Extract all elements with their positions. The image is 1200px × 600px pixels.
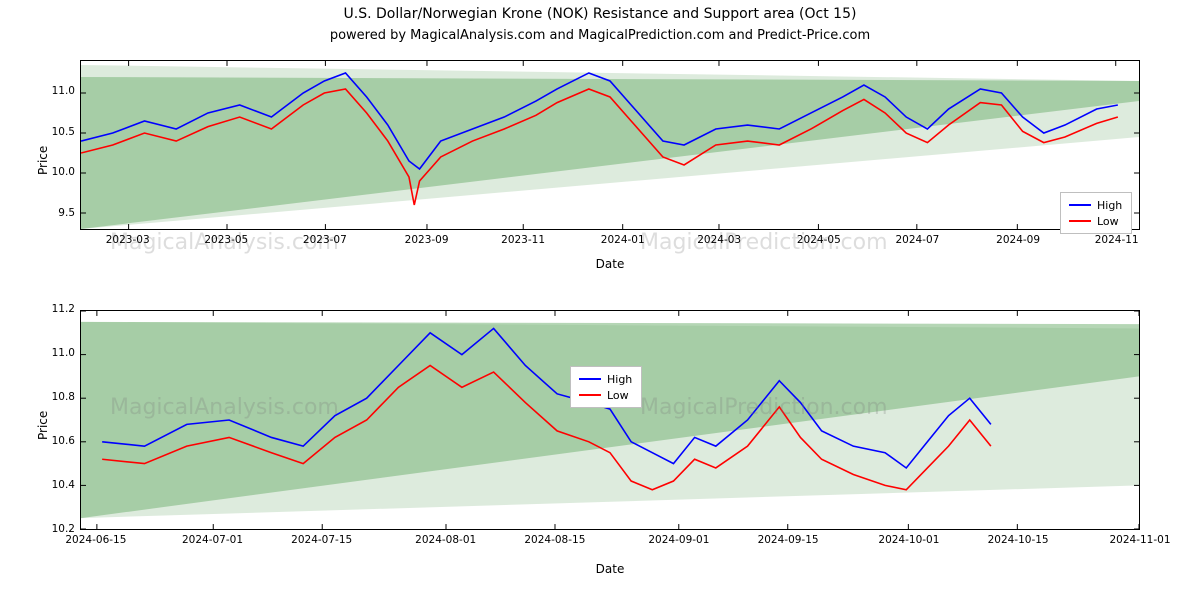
xtick-label: 2024-05 xyxy=(787,234,851,246)
xtick-label: 2024-07-15 xyxy=(290,534,354,546)
chart-svg-bottom xyxy=(81,311,1139,529)
chart-panel-top xyxy=(80,60,1140,230)
ytick-label: 10.8 xyxy=(35,391,75,403)
legend-label-high: High xyxy=(1097,199,1122,212)
xtick-label: 2024-11-01 xyxy=(1108,534,1172,546)
chart-svg-top xyxy=(81,61,1139,229)
xtick-label: 2023-11 xyxy=(491,234,555,246)
legend-swatch-low xyxy=(1069,220,1091,222)
xtick-label: 2024-08-15 xyxy=(523,534,587,546)
legend-top: High Low xyxy=(1060,192,1132,234)
ytick-label: 9.5 xyxy=(35,207,75,219)
legend-item-low-b: Low xyxy=(579,387,633,403)
xtick-label: 2024-07 xyxy=(885,234,949,246)
xtick-label: 2023-03 xyxy=(96,234,160,246)
xtick-label: 2024-03 xyxy=(687,234,751,246)
page-subtitle: powered by MagicalAnalysis.com and Magic… xyxy=(0,28,1200,43)
xtick-label: 2023-09 xyxy=(395,234,459,246)
legend-bottom: High Low xyxy=(570,366,642,408)
legend-label-low-b: Low xyxy=(607,389,629,402)
ytick-label: 10.6 xyxy=(35,435,75,447)
ytick-label: 10.4 xyxy=(35,479,75,491)
ytick-label: 11.2 xyxy=(35,303,75,315)
legend-item-high-b: High xyxy=(579,371,633,387)
xtick-label: 2024-07-01 xyxy=(181,534,245,546)
legend-label-high-b: High xyxy=(607,373,632,386)
ytick-label: 10.5 xyxy=(35,126,75,138)
xlabel-bottom: Date xyxy=(80,562,1140,576)
xtick-label: 2023-05 xyxy=(194,234,258,246)
legend-item-high: High xyxy=(1069,197,1123,213)
ytick-label: 10.0 xyxy=(35,166,75,178)
xtick-label: 2024-09-15 xyxy=(756,534,820,546)
legend-swatch-high-b xyxy=(579,378,601,380)
ytick-label: 11.0 xyxy=(35,347,75,359)
page-title: U.S. Dollar/Norwegian Krone (NOK) Resist… xyxy=(0,6,1200,22)
ytick-label: 11.0 xyxy=(35,85,75,97)
xtick-label: 2024-10-01 xyxy=(877,534,941,546)
page-root: U.S. Dollar/Norwegian Krone (NOK) Resist… xyxy=(0,0,1200,600)
legend-swatch-low-b xyxy=(579,394,601,396)
xtick-label: 2023-07 xyxy=(293,234,357,246)
xtick-label: 2024-09 xyxy=(986,234,1050,246)
xtick-label: 2024-09-01 xyxy=(647,534,711,546)
legend-swatch-high xyxy=(1069,204,1091,206)
xtick-label: 2024-08-01 xyxy=(414,534,478,546)
chart-panel-bottom xyxy=(80,310,1140,530)
xtick-label: 2024-01 xyxy=(591,234,655,246)
legend-item-low: Low xyxy=(1069,213,1123,229)
xtick-label: 2024-06-15 xyxy=(64,534,128,546)
xlabel-top: Date xyxy=(80,257,1140,271)
xtick-label: 2024-10-15 xyxy=(986,534,1050,546)
xtick-label: 2024-11 xyxy=(1085,234,1149,246)
legend-label-low: Low xyxy=(1097,215,1119,228)
